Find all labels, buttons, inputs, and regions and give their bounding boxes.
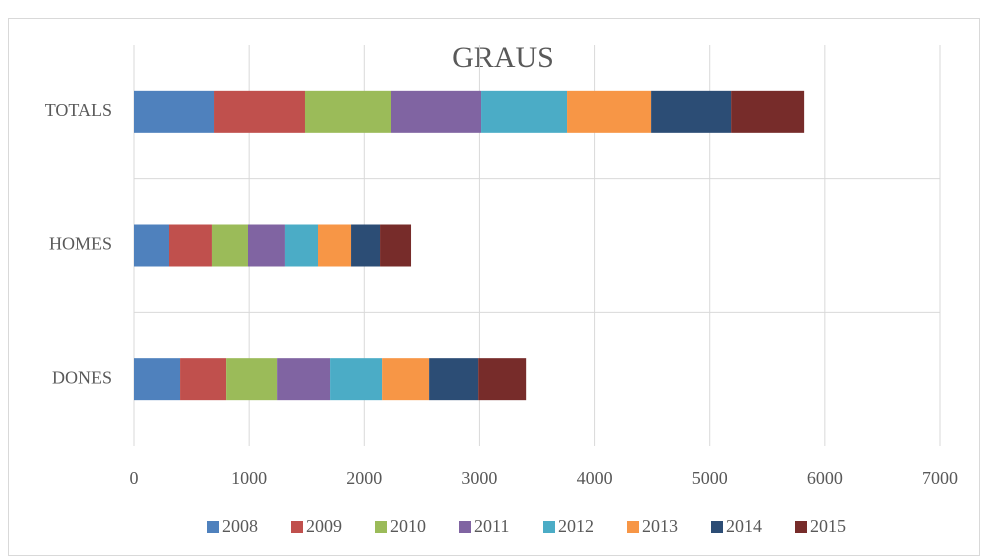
legend-label: 2012 bbox=[558, 516, 594, 536]
x-tick-label: 7000 bbox=[922, 468, 958, 488]
y-tick-label: HOMES bbox=[49, 234, 112, 254]
bar-segment bbox=[567, 90, 652, 133]
legend-swatch bbox=[627, 521, 639, 533]
x-tick-label: 5000 bbox=[692, 468, 728, 488]
legend-swatch bbox=[375, 521, 387, 533]
x-tick-label: 4000 bbox=[577, 468, 613, 488]
legend-swatch bbox=[459, 521, 471, 533]
bar-segment bbox=[351, 224, 381, 267]
bar-segment bbox=[380, 224, 412, 267]
bar-segment bbox=[169, 224, 212, 267]
bar-segment bbox=[226, 358, 278, 401]
legend-swatch bbox=[207, 521, 219, 533]
bar-segment bbox=[134, 90, 215, 133]
y-tick-label: TOTALS bbox=[45, 100, 112, 120]
legend-label: 2013 bbox=[642, 516, 678, 536]
legend-label: 2014 bbox=[726, 516, 762, 536]
x-tick-label: 1000 bbox=[231, 468, 267, 488]
bar-segment bbox=[284, 224, 318, 267]
bar-segment bbox=[478, 358, 527, 401]
bar-segment bbox=[180, 358, 227, 401]
bar-segment bbox=[317, 224, 352, 267]
bar-segment bbox=[211, 224, 248, 267]
bar-segment bbox=[481, 90, 568, 133]
legend-label: 2015 bbox=[810, 516, 846, 536]
legend-swatch bbox=[543, 521, 555, 533]
bar-segment bbox=[247, 224, 285, 267]
bar-segment bbox=[304, 90, 391, 133]
y-tick-label: DONES bbox=[52, 367, 112, 387]
x-tick-label: 6000 bbox=[807, 468, 843, 488]
legend-label: 2010 bbox=[390, 516, 426, 536]
bar-segment bbox=[390, 90, 482, 133]
legend-swatch bbox=[795, 521, 807, 533]
legend-label: 2009 bbox=[306, 516, 342, 536]
bar-segment bbox=[134, 224, 170, 267]
bar-segment bbox=[651, 90, 732, 133]
bar-segment bbox=[330, 358, 383, 401]
x-tick-label: 3000 bbox=[461, 468, 497, 488]
legend-label: 2008 bbox=[222, 516, 258, 536]
bar-segment bbox=[277, 358, 331, 401]
bar-segment bbox=[214, 90, 305, 133]
chart-title: GRAUS bbox=[452, 41, 554, 74]
x-tick-label: 0 bbox=[130, 468, 139, 488]
x-tick-label: 2000 bbox=[346, 468, 382, 488]
legend-swatch bbox=[291, 521, 303, 533]
bar-segment bbox=[134, 358, 181, 401]
bar-segment bbox=[382, 358, 430, 401]
legend-swatch bbox=[711, 521, 723, 533]
legend-label: 2011 bbox=[474, 516, 509, 536]
bar-segment bbox=[731, 90, 805, 133]
bar-segment bbox=[429, 358, 479, 401]
